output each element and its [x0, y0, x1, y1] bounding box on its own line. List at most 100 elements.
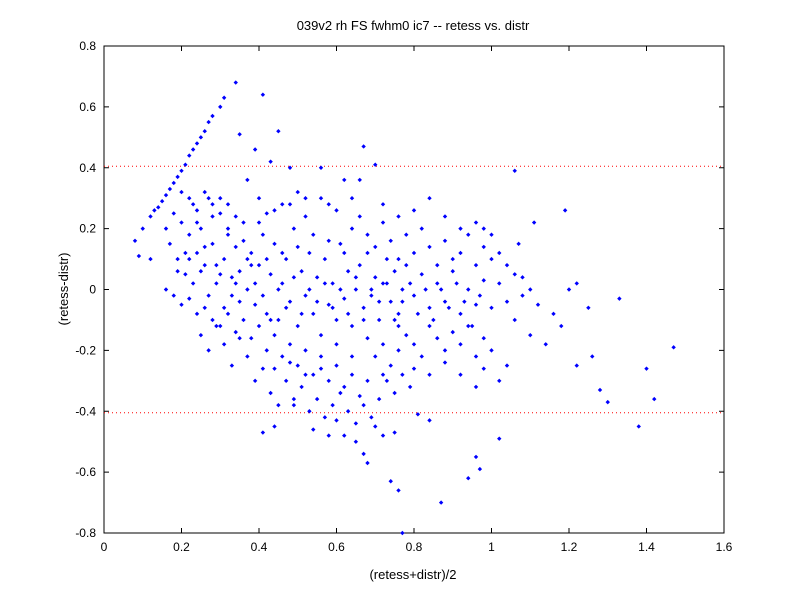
data-point — [450, 256, 455, 262]
data-point — [373, 424, 378, 429]
data-point — [167, 241, 173, 247]
data-point — [318, 165, 324, 170]
data-point — [245, 287, 250, 292]
data-point — [415, 412, 421, 417]
data-point — [644, 366, 649, 371]
data-point — [361, 305, 366, 310]
data-point — [373, 162, 378, 167]
data-point — [291, 402, 297, 408]
data-point — [543, 342, 548, 347]
y-tick-label: -0.2 — [75, 343, 96, 357]
data-point — [388, 363, 393, 368]
data-point — [617, 296, 622, 301]
data-point — [218, 211, 223, 216]
data-point — [194, 250, 200, 256]
data-point — [202, 244, 207, 250]
data-point — [256, 262, 262, 268]
data-point — [214, 281, 219, 286]
data-point — [407, 384, 413, 390]
data-point — [473, 262, 479, 268]
data-point — [396, 323, 401, 329]
data-point — [334, 418, 339, 423]
data-point — [380, 342, 386, 347]
data-point — [504, 262, 510, 268]
data-point — [380, 372, 386, 377]
data-point — [481, 336, 486, 341]
data-point — [574, 281, 579, 286]
data-point — [314, 275, 320, 280]
data-point — [400, 372, 405, 377]
data-point — [369, 415, 374, 420]
data-point — [175, 174, 180, 180]
data-point — [171, 180, 176, 186]
data-point — [233, 214, 238, 219]
data-point — [272, 332, 277, 338]
data-point — [334, 317, 339, 323]
data-point — [214, 323, 219, 329]
data-point — [311, 232, 316, 237]
data-point — [396, 488, 401, 493]
data-point — [369, 293, 374, 298]
data-point — [574, 363, 579, 368]
data-point — [361, 317, 366, 323]
data-point — [249, 262, 254, 268]
y-axis-label: (retess-distr) — [56, 253, 71, 326]
data-point — [206, 348, 211, 353]
data-point — [283, 256, 289, 262]
data-point — [194, 208, 200, 213]
data-point — [353, 439, 359, 444]
data-point — [307, 250, 312, 256]
data-point — [516, 241, 521, 247]
data-point — [380, 281, 386, 286]
data-point — [528, 332, 533, 338]
data-point — [202, 262, 207, 268]
data-point — [338, 241, 343, 247]
data-point — [342, 177, 347, 183]
data-point — [241, 317, 246, 323]
data-point — [318, 332, 324, 338]
data-point — [489, 348, 494, 353]
data-point — [276, 287, 281, 292]
data-point — [349, 354, 355, 359]
data-point — [252, 378, 258, 384]
data-point — [473, 354, 479, 359]
data-point — [318, 195, 324, 201]
data-point — [156, 205, 161, 210]
data-point — [396, 348, 401, 353]
data-point — [338, 287, 343, 292]
data-point — [318, 366, 324, 371]
data-point — [179, 189, 184, 195]
data-point — [357, 393, 362, 399]
chart-title: 039v2 rh FS fwhm0 ic7 -- retess vs. dist… — [297, 18, 530, 33]
data-point — [326, 238, 331, 243]
data-point — [419, 354, 424, 359]
y-tick-label: 0.4 — [79, 161, 96, 175]
data-point — [303, 372, 308, 377]
data-point — [520, 293, 525, 298]
data-point — [404, 232, 409, 237]
data-point — [311, 372, 316, 377]
data-point — [225, 226, 231, 231]
data-point — [241, 238, 246, 243]
data-point — [427, 323, 432, 329]
data-point — [237, 336, 242, 341]
data-point — [411, 250, 417, 256]
data-point — [392, 390, 397, 396]
data-point — [419, 226, 424, 231]
data-point — [229, 293, 235, 298]
data-point — [353, 287, 359, 292]
data-point — [473, 454, 479, 460]
data-point — [299, 384, 304, 390]
data-point — [218, 104, 223, 110]
data-point — [229, 275, 235, 280]
data-point — [171, 293, 176, 298]
data-point — [338, 390, 343, 396]
data-point — [264, 311, 269, 317]
data-point — [481, 244, 486, 250]
data-point — [136, 253, 142, 259]
data-point — [299, 311, 304, 317]
data-point — [415, 311, 421, 317]
data-point — [469, 323, 475, 329]
data-point — [528, 287, 533, 292]
data-point — [283, 378, 289, 384]
